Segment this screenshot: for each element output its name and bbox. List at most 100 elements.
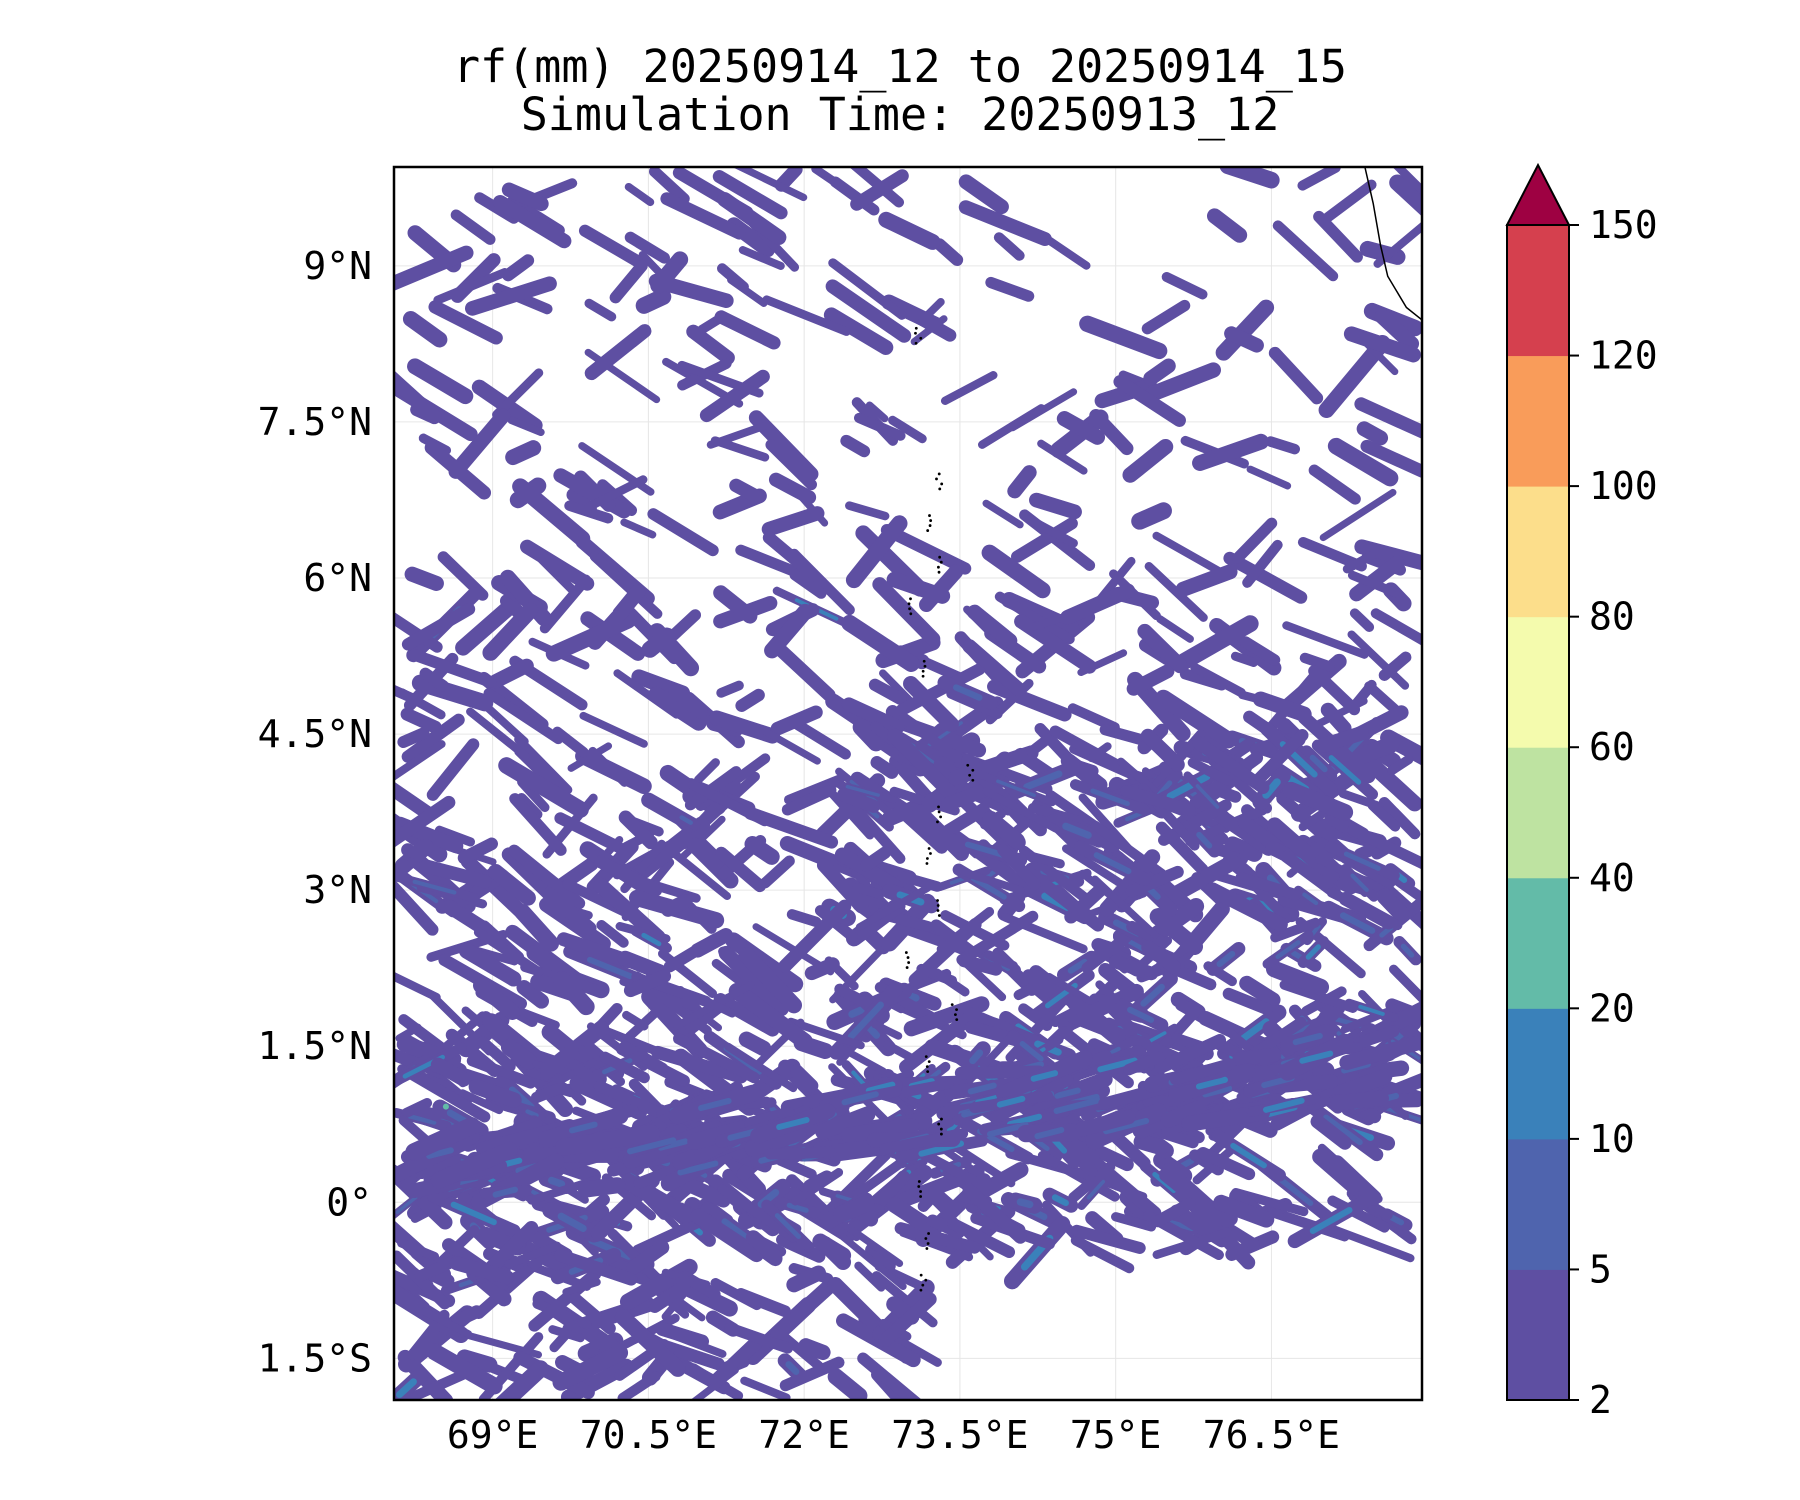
rain-cell — [579, 711, 648, 748]
rain-cell-core — [1152, 1171, 1177, 1194]
rain-cell — [442, 899, 495, 938]
rain-cell — [1045, 972, 1093, 1005]
y-tick-label: 6°N — [303, 556, 372, 600]
rain-cell — [758, 726, 821, 765]
rain-cell — [1175, 564, 1238, 597]
rain-cell — [852, 882, 885, 899]
rain-cell — [850, 169, 909, 211]
rain-cell — [947, 1217, 1016, 1258]
island-dot — [925, 1065, 929, 1069]
island-dot — [927, 1232, 930, 1235]
rain-band-cell — [555, 1124, 661, 1156]
rain-cell-core — [1309, 1206, 1353, 1234]
rain-cell — [614, 1309, 686, 1377]
rain-cell-core — [785, 1361, 800, 1375]
rain-cell — [1087, 742, 1112, 763]
island-dot — [923, 664, 927, 668]
rain-cell — [500, 1038, 538, 1070]
rain-cell-core — [1388, 1214, 1405, 1226]
rain-cell-core — [395, 1195, 418, 1214]
rain-cell — [667, 609, 702, 641]
rain-cell — [908, 918, 982, 987]
rain-cell-core — [1275, 940, 1301, 960]
rain-cell — [785, 1174, 855, 1241]
rain-cell-core — [971, 876, 1007, 900]
rain-cell — [1340, 1003, 1402, 1034]
rain-cell-core — [1016, 1198, 1034, 1209]
rain-cell — [661, 1286, 691, 1321]
island-dot — [907, 602, 911, 606]
rain-cell-core — [1275, 1175, 1314, 1206]
rain-cell — [1246, 465, 1292, 490]
island-dot — [919, 336, 923, 340]
rain-cell — [912, 804, 970, 861]
rain-cell — [1060, 583, 1136, 625]
rain-cell — [566, 1290, 616, 1335]
x-tick-label: 69°E — [447, 1413, 539, 1457]
rain-cell — [635, 288, 672, 314]
rain-cell — [1354, 397, 1422, 439]
rain-cell — [676, 985, 704, 1015]
rain-cell — [548, 1325, 585, 1343]
rain-cell — [903, 676, 959, 732]
rain-cell — [765, 439, 817, 491]
rain-band-core — [698, 1097, 732, 1111]
rain-cell — [706, 1336, 763, 1390]
rain-cell — [617, 1371, 661, 1400]
rain-cell — [457, 837, 498, 865]
rain-cell — [1213, 1194, 1275, 1228]
rain-cell — [933, 238, 964, 267]
rain-cell — [460, 854, 532, 923]
rain-cell — [669, 1276, 694, 1300]
rain-cell — [1319, 488, 1397, 542]
island-dot — [971, 768, 975, 772]
rain-cell-core — [1086, 1179, 1106, 1200]
rain-cell — [1011, 517, 1078, 563]
rain-cell — [1378, 651, 1412, 681]
rain-cell — [394, 795, 456, 848]
rain-cell — [956, 910, 1039, 966]
rain-cell — [816, 858, 869, 914]
rain-cell — [1356, 421, 1389, 446]
rain-cell — [621, 1313, 680, 1349]
rain-band-cell — [879, 1128, 969, 1155]
rain-cell — [882, 1040, 914, 1062]
island-dot — [936, 904, 940, 907]
rain-cell — [788, 548, 855, 616]
rain-cell-core — [679, 815, 694, 825]
rain-cell — [1091, 1144, 1134, 1172]
rain-band-core — [1262, 1097, 1305, 1113]
rain-band-cell — [841, 1118, 920, 1144]
island-dot — [924, 1055, 928, 1059]
island-dot — [908, 607, 911, 611]
rain-cell — [790, 1064, 819, 1093]
rain-cell — [1392, 167, 1422, 197]
rain-cell-core — [586, 956, 634, 980]
rain-cell — [1029, 492, 1082, 520]
rain-cell — [394, 245, 474, 291]
rain-band-core — [492, 1186, 518, 1198]
rain-cell — [1310, 1114, 1352, 1150]
rain-cell — [703, 997, 737, 1018]
island-dot — [928, 514, 931, 517]
rain-cell — [622, 1010, 649, 1031]
rain-cell — [1067, 994, 1126, 1046]
rain-cell — [584, 324, 652, 381]
rain-cell — [394, 878, 439, 936]
rain-cell — [583, 475, 648, 512]
rain-cell — [786, 909, 822, 928]
rain-cell-core — [1358, 1004, 1385, 1016]
chart-title: rf(mm) 20250914_12 to 20250914_15 — [452, 40, 1348, 93]
rain-cell — [401, 602, 476, 651]
rain-cell — [818, 1149, 891, 1222]
rain-cell — [919, 564, 964, 613]
rain-cell — [537, 554, 580, 598]
rain-cell — [540, 1020, 610, 1079]
rain-cell — [948, 745, 1039, 786]
rain-cell — [870, 756, 899, 779]
rain-band-core — [1292, 1032, 1323, 1046]
rain-cell — [552, 1344, 629, 1391]
island-dot — [926, 1070, 930, 1074]
rain-cell — [940, 371, 998, 405]
rain-cell — [789, 569, 827, 599]
